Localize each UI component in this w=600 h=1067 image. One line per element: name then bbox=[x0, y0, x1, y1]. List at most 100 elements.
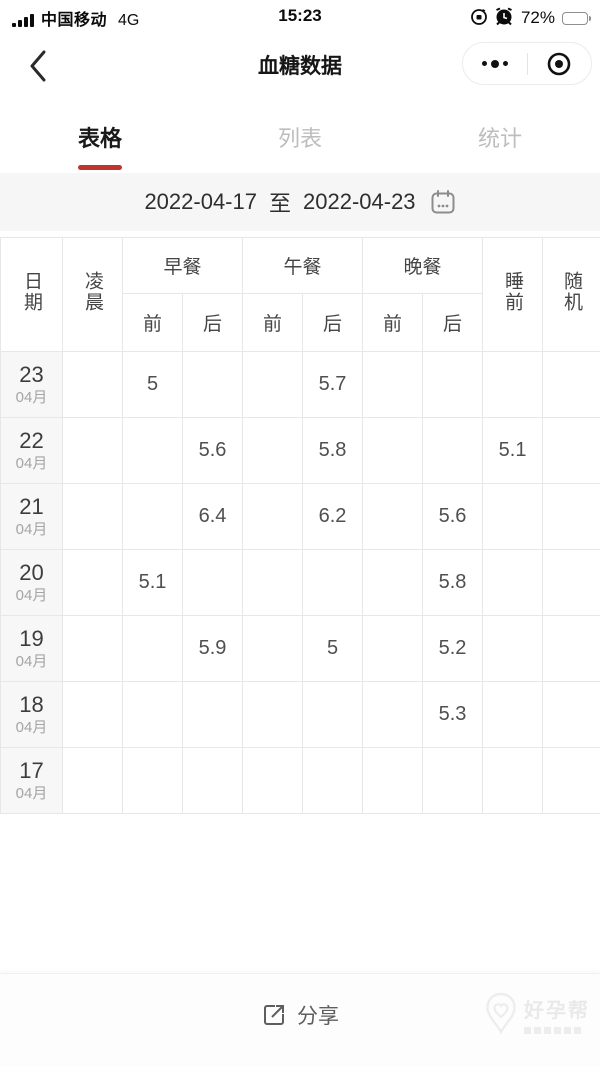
table-row: 19 04月 5.9 5 5.2 bbox=[0, 615, 600, 682]
value-cell bbox=[482, 483, 544, 550]
date-range-picker[interactable]: 2022-04-17 至 2022-04-23 bbox=[0, 173, 600, 231]
ellipsis-icon bbox=[481, 59, 508, 68]
value-cell: 5.1 bbox=[122, 549, 183, 616]
col-header-dawn: 凌晨 bbox=[62, 237, 123, 352]
status-bar: 中国移动 4G 15:23 72% bbox=[0, 0, 600, 32]
battery-icon bbox=[562, 11, 591, 25]
signal-icon bbox=[12, 14, 34, 30]
watermark-subtext-blocks bbox=[524, 1027, 581, 1034]
value-cell bbox=[181, 549, 244, 616]
value-cell bbox=[242, 615, 304, 682]
date-cell: 17 04月 bbox=[0, 747, 63, 814]
target-icon bbox=[547, 52, 571, 75]
value-cell bbox=[542, 747, 600, 814]
value-cell: 5.9 bbox=[181, 615, 244, 682]
value-cell bbox=[362, 549, 424, 616]
value-cell bbox=[122, 747, 183, 814]
value-cell bbox=[302, 747, 364, 814]
value-cell bbox=[362, 351, 424, 418]
chevron-left-icon bbox=[30, 50, 46, 82]
rotation-lock-icon bbox=[469, 6, 489, 31]
capsule-divider bbox=[526, 52, 528, 75]
value-cell bbox=[362, 747, 424, 814]
subheader-breakfast-pre: 前 bbox=[122, 293, 183, 352]
brand-pin-icon bbox=[486, 992, 516, 1035]
value-cell bbox=[242, 483, 304, 550]
value-cell bbox=[122, 417, 183, 484]
col-header-random: 随机 bbox=[542, 237, 600, 352]
share-button[interactable]: 分享 bbox=[261, 1000, 339, 1030]
value-cell bbox=[482, 747, 544, 814]
value-cell: 5.8 bbox=[302, 417, 364, 484]
value-cell bbox=[242, 417, 304, 484]
date-range-end: 2022-04-23 bbox=[303, 189, 416, 214]
network-label: 4G bbox=[118, 12, 140, 29]
value-cell bbox=[542, 417, 600, 484]
value-cell bbox=[362, 483, 424, 550]
value-cell bbox=[62, 747, 123, 814]
subheader-lunch-pre: 前 bbox=[242, 293, 304, 352]
value-cell bbox=[62, 681, 123, 748]
value-cell bbox=[242, 351, 304, 418]
share-label: 分享 bbox=[297, 1005, 339, 1028]
more-button[interactable] bbox=[463, 43, 527, 84]
col-header-breakfast: 早餐 bbox=[121, 237, 244, 294]
table-row: 20 04月 5.1 5.8 bbox=[0, 549, 600, 616]
date-range-start: 2022-04-17 bbox=[144, 189, 257, 214]
value-cell bbox=[482, 681, 544, 748]
value-cell bbox=[482, 549, 544, 616]
carrier-label: 中国移动 bbox=[41, 12, 108, 29]
glucose-table: 日期 凌晨 早餐 午餐 晚餐 睡前 随机 前 后 前 后 前 后 23 04月 5 bbox=[0, 237, 600, 814]
value-cell bbox=[302, 681, 364, 748]
value-cell bbox=[62, 351, 123, 418]
watermark-text: 好孕帮 bbox=[524, 994, 590, 1034]
value-cell: 5 bbox=[302, 615, 364, 682]
date-cell: 23 04月 bbox=[0, 351, 63, 418]
value-cell: 6.2 bbox=[302, 483, 364, 550]
table-row: 17 04月 bbox=[0, 747, 600, 814]
tab-list[interactable]: 列表 bbox=[200, 100, 400, 173]
value-cell: 5.6 bbox=[422, 483, 484, 550]
table-row: 21 04月 6.4 6.2 5.6 bbox=[0, 483, 600, 550]
value-cell: 5.2 bbox=[422, 615, 484, 682]
value-cell bbox=[422, 417, 484, 484]
value-cell: 5.1 bbox=[482, 417, 544, 484]
value-cell: 6.4 bbox=[181, 483, 244, 550]
value-cell bbox=[62, 417, 123, 484]
nav-bar: 血糖数据 bbox=[0, 32, 600, 100]
value-cell bbox=[181, 681, 244, 748]
share-icon bbox=[264, 1005, 284, 1025]
value-cell bbox=[242, 747, 304, 814]
miniprogram-capsule bbox=[462, 42, 592, 85]
alarm-icon bbox=[494, 6, 514, 31]
watermark-brand: 好孕帮 bbox=[524, 1000, 590, 1022]
tab-stats-label: 统计 bbox=[477, 125, 522, 151]
tab-table[interactable]: 表格 bbox=[0, 100, 200, 173]
date-cell: 20 04月 bbox=[0, 549, 63, 616]
table-row: 22 04月 5.6 5.8 5.1 bbox=[0, 417, 600, 484]
value-cell bbox=[542, 483, 600, 550]
value-cell bbox=[122, 483, 183, 550]
tab-stats[interactable]: 统计 bbox=[400, 100, 600, 173]
value-cell: 5.7 bbox=[302, 351, 364, 418]
status-left: 中国移动 4G bbox=[12, 6, 139, 30]
page-title: 血糖数据 bbox=[258, 55, 342, 78]
calendar-icon[interactable] bbox=[430, 189, 456, 215]
value-cell bbox=[62, 483, 123, 550]
back-button[interactable] bbox=[18, 46, 58, 86]
exit-button[interactable] bbox=[528, 43, 592, 84]
value-cell: 5.3 bbox=[422, 681, 484, 748]
value-cell bbox=[482, 615, 544, 682]
table-row: 23 04月 5 5.7 bbox=[0, 351, 600, 418]
subheader-dinner-pre: 前 bbox=[362, 293, 424, 352]
col-header-date: 日期 bbox=[0, 237, 63, 352]
value-cell bbox=[362, 681, 424, 748]
value-cell bbox=[542, 549, 600, 616]
value-cell bbox=[302, 549, 364, 616]
tab-list-label: 列表 bbox=[277, 125, 322, 151]
value-cell bbox=[242, 549, 304, 616]
value-cell bbox=[362, 417, 424, 484]
value-cell bbox=[62, 615, 123, 682]
value-cell bbox=[181, 747, 244, 814]
